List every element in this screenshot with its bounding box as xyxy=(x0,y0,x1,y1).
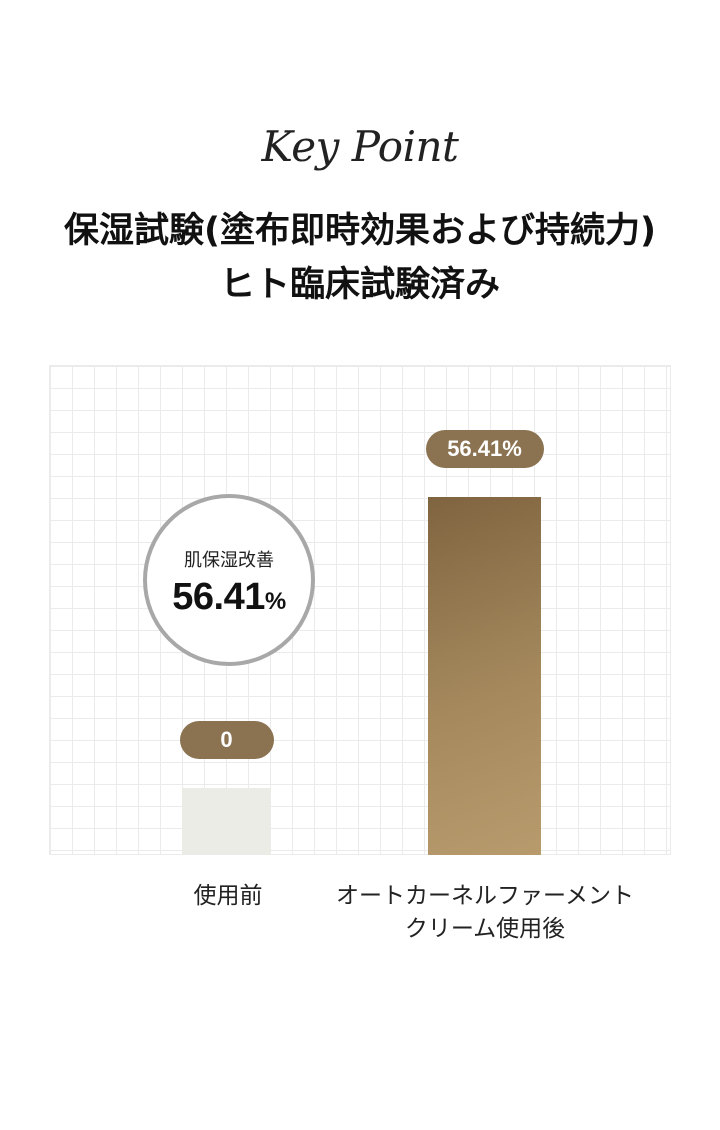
moisture-improvement-badge: 肌保湿改善 56.41% xyxy=(143,494,315,666)
data-label-before-use: 0 xyxy=(179,721,274,759)
bar-after-use xyxy=(428,497,541,855)
title-line-1: 保湿試験(塗布即時効果および持続力) xyxy=(64,211,656,251)
category-label-after-line-1: オートカーネルファーメント xyxy=(335,883,635,909)
badge-number: 56.41 xyxy=(172,576,265,618)
key-point-heading: Key Point xyxy=(261,122,459,171)
badge-label: 肌保湿改善 xyxy=(184,550,274,571)
category-label-before-use: 使用前 xyxy=(150,880,306,913)
bar-before-use xyxy=(182,788,271,855)
data-label-after-use: 56.41% xyxy=(425,430,544,468)
chart-grid-area xyxy=(49,365,671,855)
category-label-after-line-2: クリーム使用後 xyxy=(404,916,566,942)
page-title: 保湿試験(塗布即時効果および持続力) ヒト臨床試験済み xyxy=(0,204,720,312)
category-label-before-line-1: 使用前 xyxy=(193,883,263,909)
badge-unit: % xyxy=(264,588,286,615)
title-line-2: ヒト臨床試験済み xyxy=(219,265,500,305)
category-label-after-use: オートカーネルファーメント クリーム使用後 xyxy=(300,880,670,946)
badge-value: 56.41% xyxy=(147,576,311,619)
